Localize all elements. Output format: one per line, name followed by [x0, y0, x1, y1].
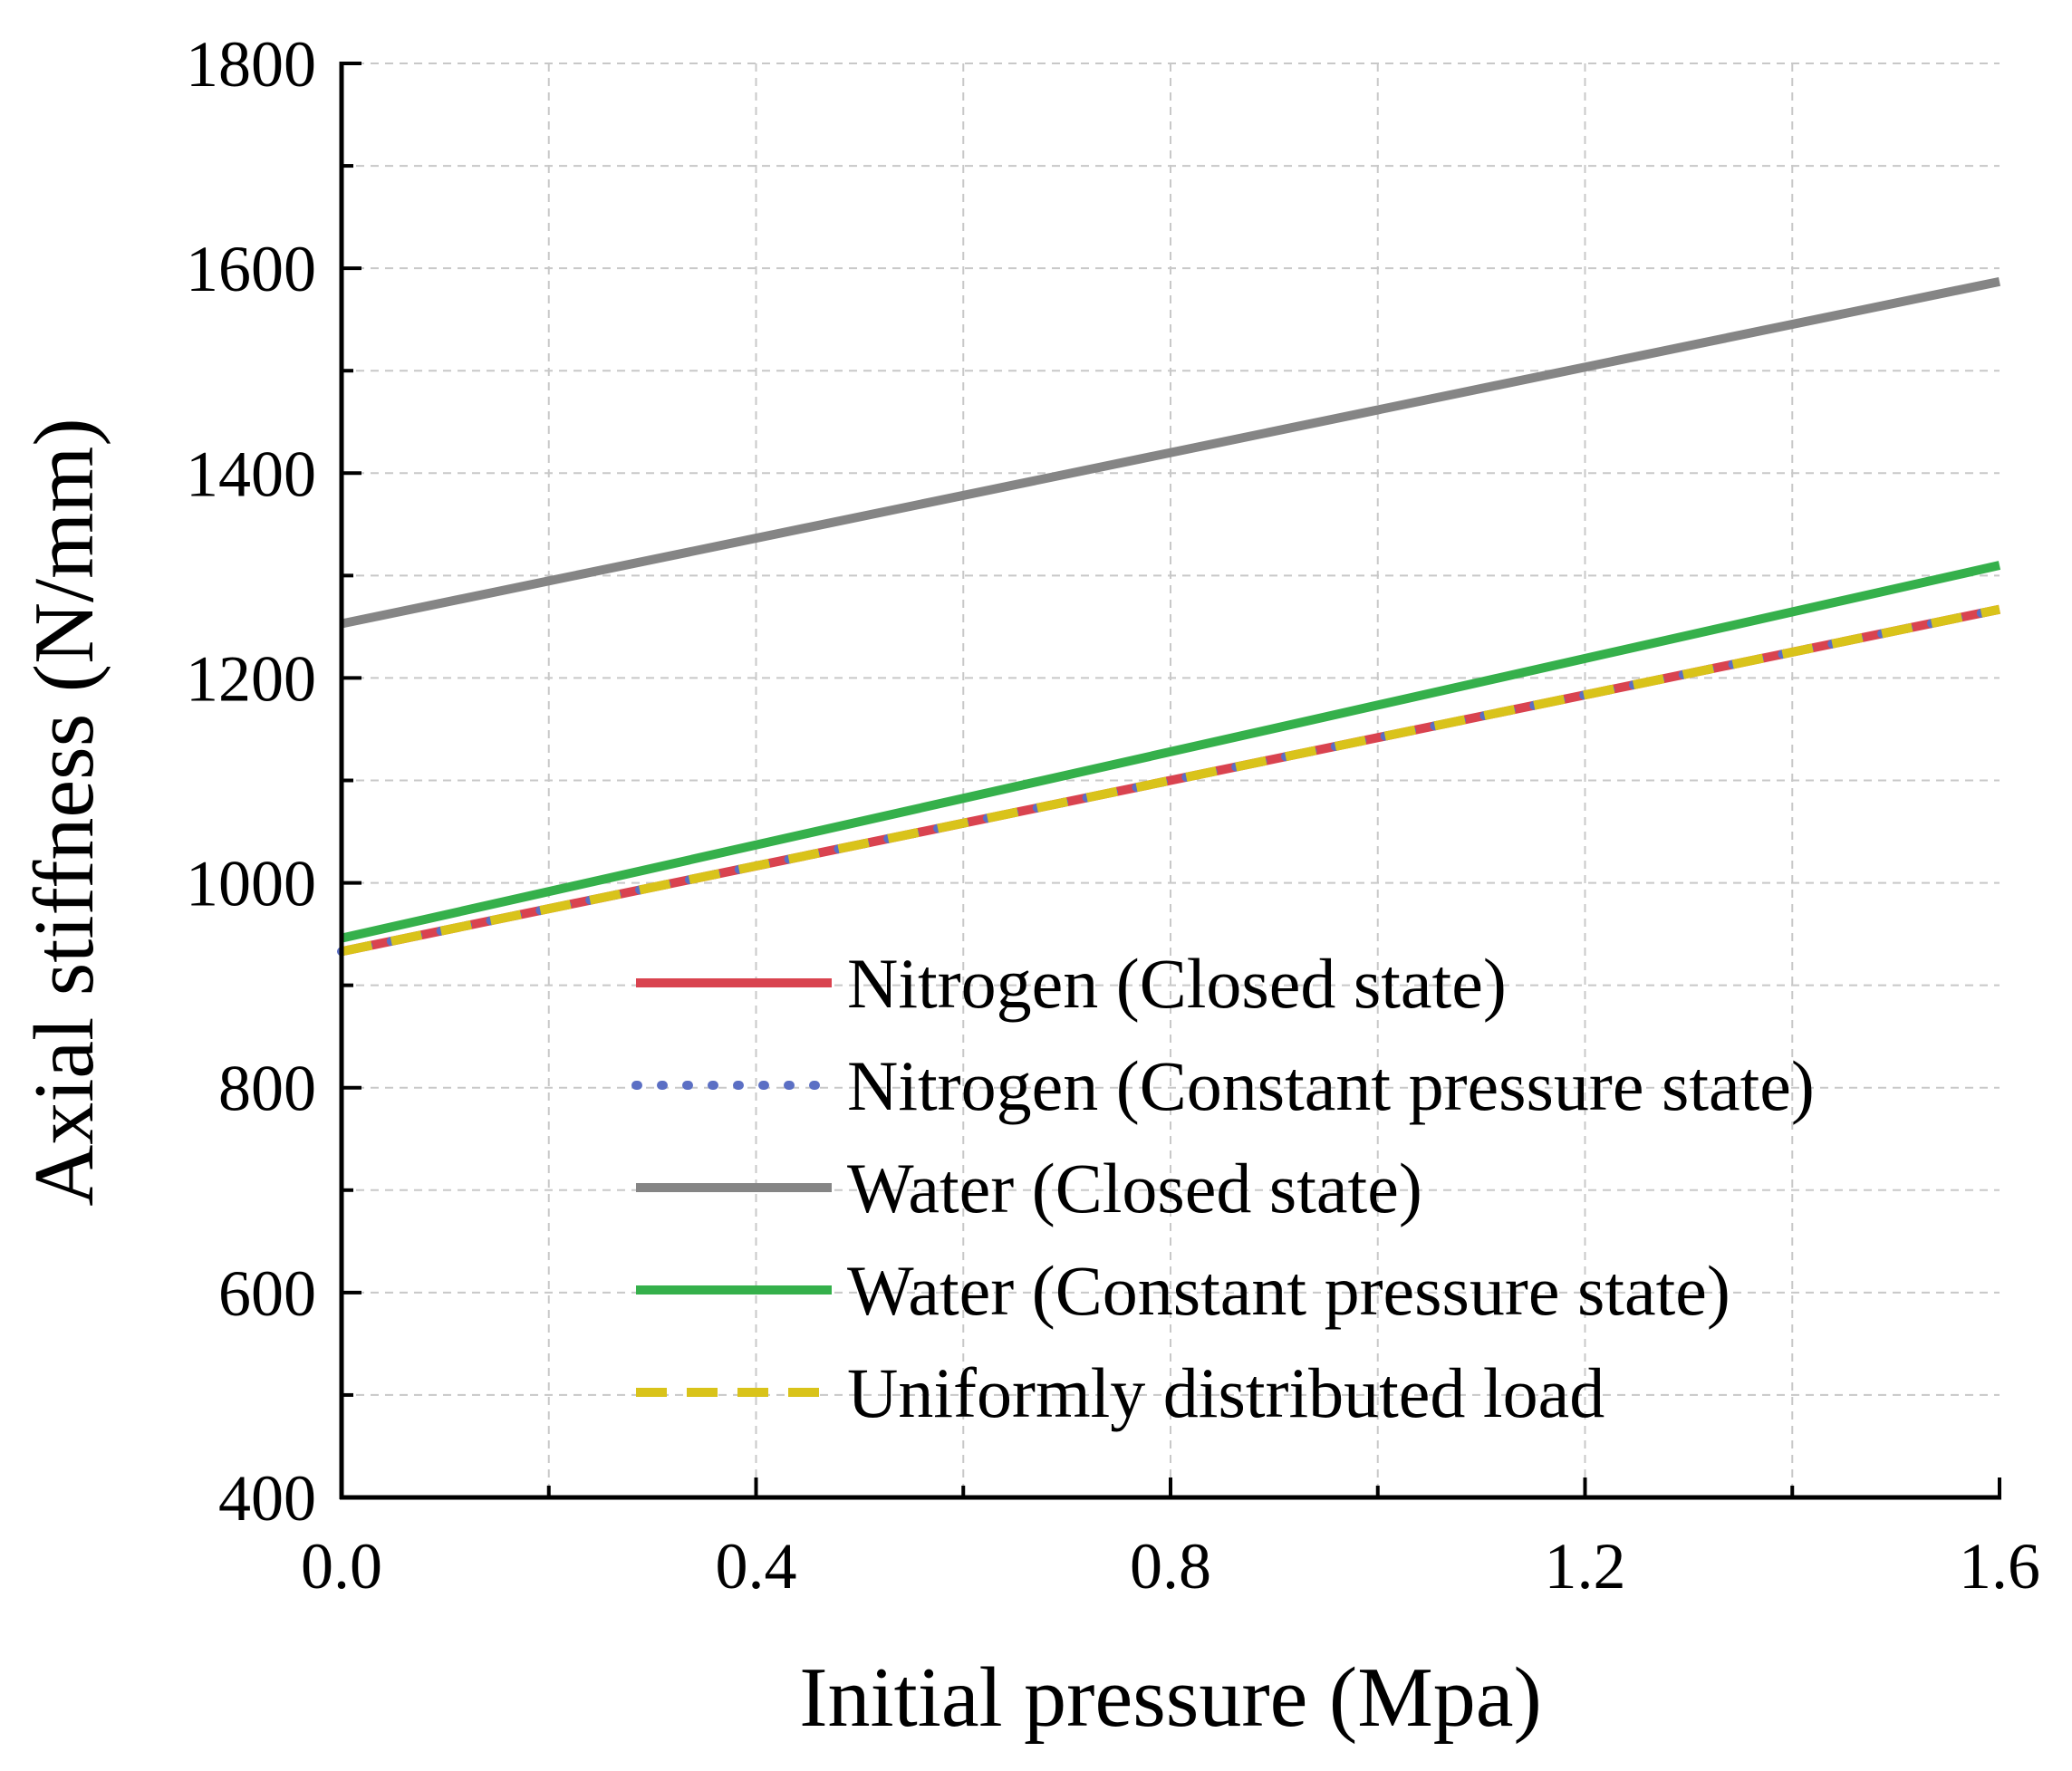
x-tick-label: 0.4	[716, 1530, 797, 1603]
y-tick-label: 1400	[186, 438, 316, 510]
legend-label-2: Water (Closed state)	[847, 1149, 1422, 1227]
y-tick-label: 400	[218, 1462, 316, 1535]
series-lines	[337, 276, 2004, 957]
y-tick-label: 800	[218, 1053, 316, 1125]
y-axis-title: Axial stiffness (N/mm)	[17, 418, 111, 1206]
y-tick-label: 1200	[186, 642, 316, 715]
y-tick-label: 600	[218, 1257, 316, 1330]
legend-label-1: Nitrogen (Constant pressure state)	[847, 1046, 1815, 1125]
series-line-2	[340, 276, 2001, 629]
x-tick-label: 0.0	[301, 1530, 382, 1603]
y-tick-label: 1000	[186, 848, 316, 920]
x-tick-label: 1.6	[1959, 1530, 2040, 1603]
x-axis-title: Initial pressure (Mpa)	[799, 1651, 1542, 1745]
legend: Nitrogen (Closed state) Nitrogen (Constan…	[631, 944, 1815, 1432]
y-tick-label: 1800	[186, 28, 316, 101]
legend-label-4: Uniformly distributed load	[847, 1353, 1605, 1432]
series-line-4	[340, 604, 2001, 957]
x-tick-label: 1.2	[1545, 1530, 1626, 1603]
grid-lines	[342, 63, 2000, 1497]
y-tick-label: 1600	[186, 233, 316, 305]
tick-labels: 400 600 800 1000 1200 1400 1600 1800 0.0 0.4 0.8 1.…	[186, 28, 2040, 1603]
legend-label-0: Nitrogen (Closed state)	[847, 944, 1507, 1023]
tick-marks	[340, 62, 2001, 1499]
legend-label-3: Water (Constant pressure state)	[847, 1251, 1730, 1330]
x-tick-label: 0.8	[1130, 1530, 1211, 1603]
series-line-3	[340, 561, 2001, 943]
